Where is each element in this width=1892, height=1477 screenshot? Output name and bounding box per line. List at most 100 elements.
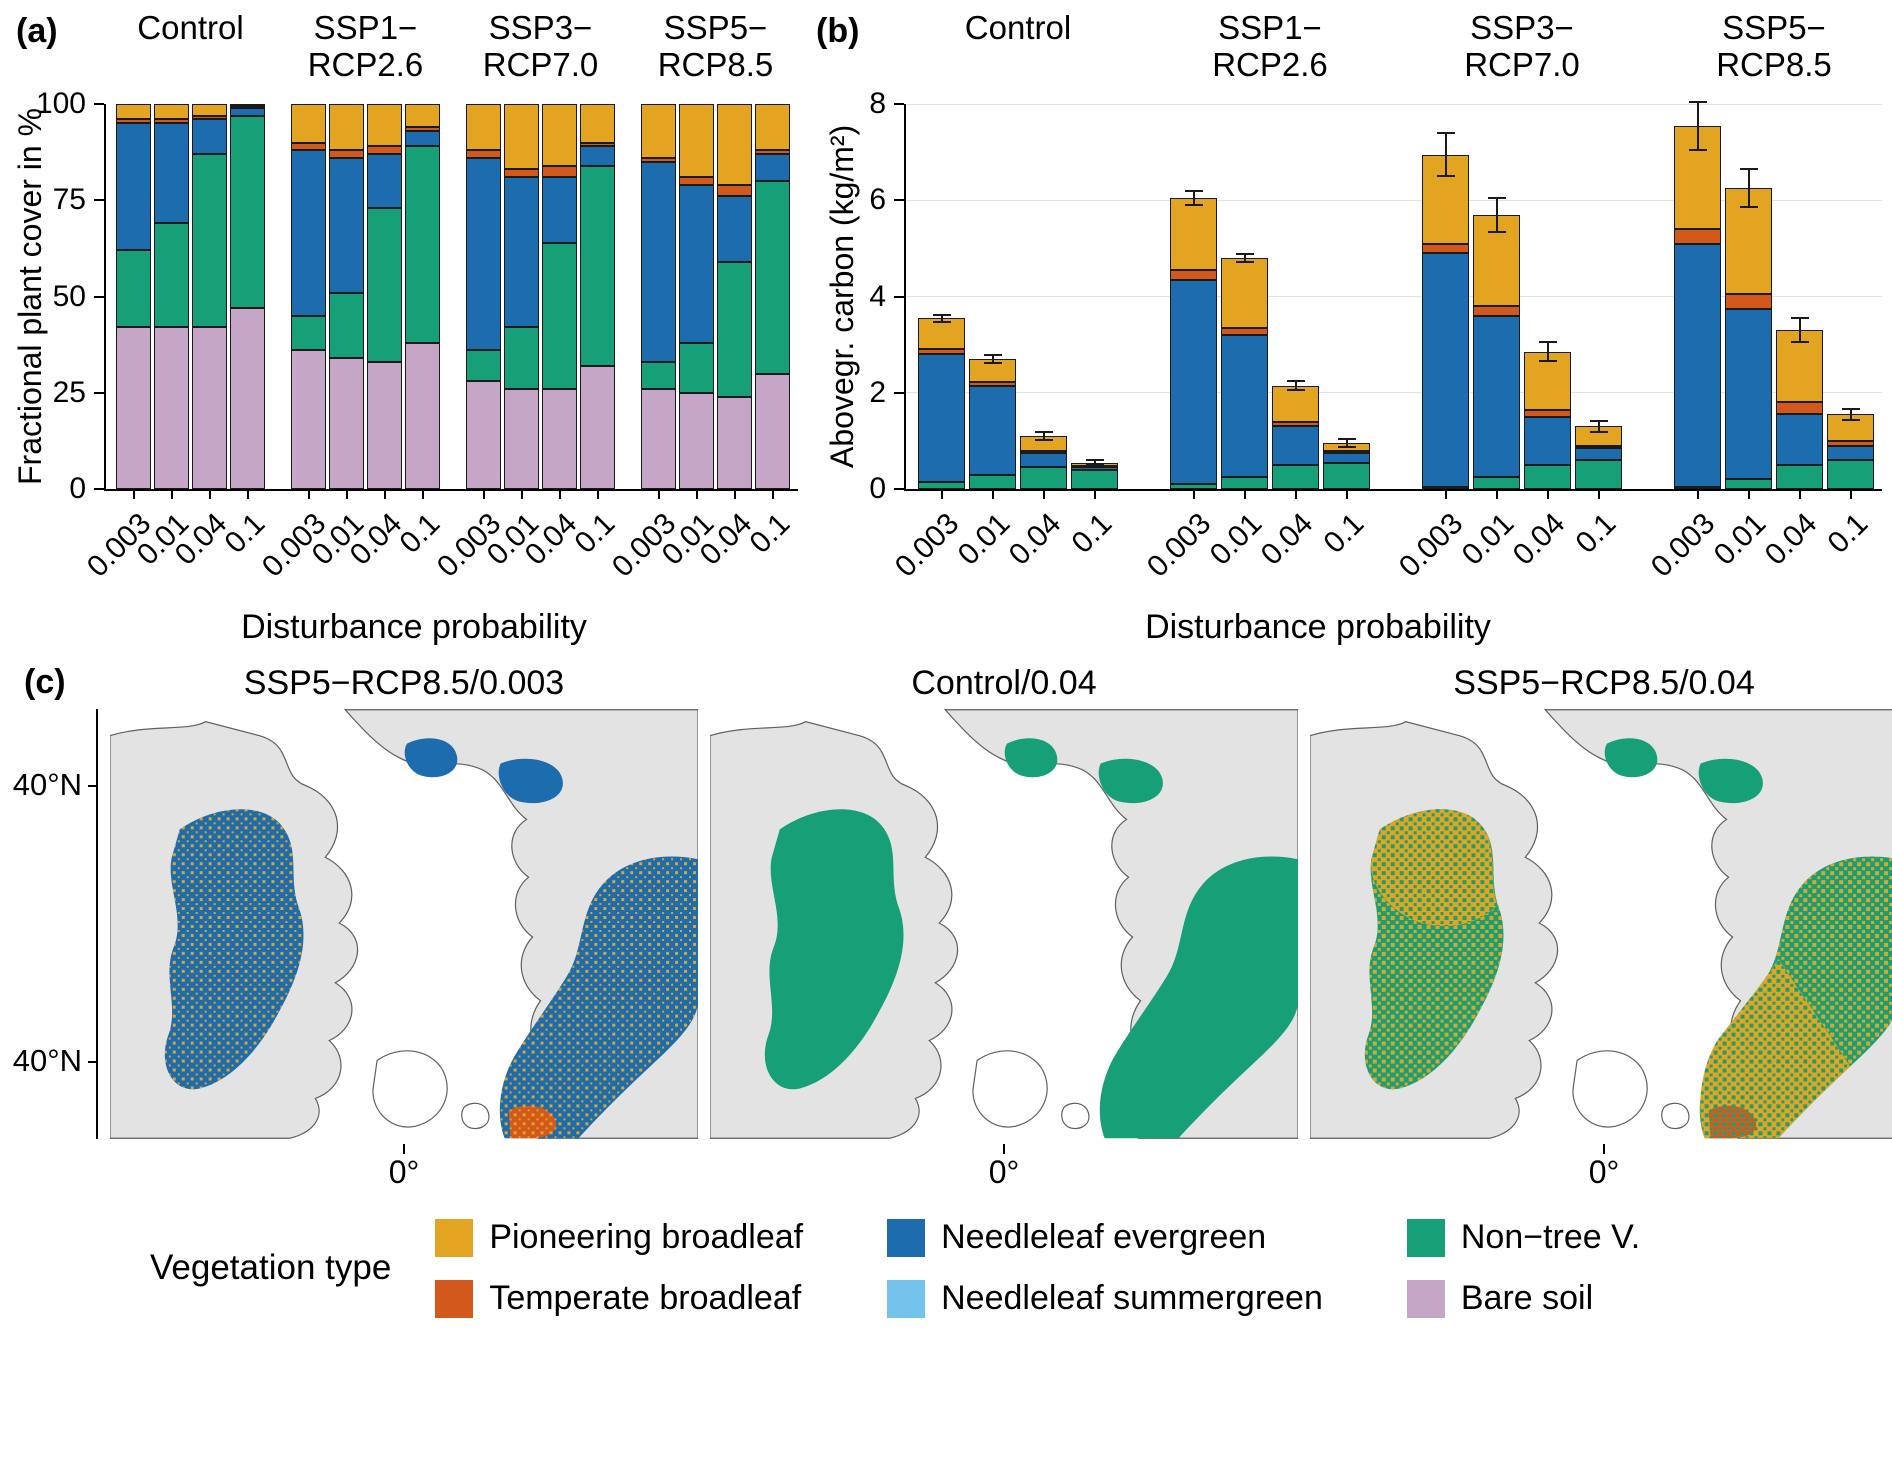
bar-segment-bare_soil [367,361,402,489]
error-bar-cap [1790,341,1809,344]
legend-items: Pioneering broadleaf Temperate broadleaf N… [435,1218,1640,1318]
bar-segment-non_tree_v [918,481,965,489]
x-tick-mark [482,489,485,499]
bar-segment-needleleaf_evergreen [405,130,440,147]
error-bar-cap [1034,438,1053,441]
pioneering_broadleaf-swatch [435,1218,474,1257]
error-bar-cap [1589,419,1608,422]
bar-segment-non_tree_v [192,154,227,328]
bar-segment-pioneering_broadleaf [755,104,790,151]
y-tick-mark [94,391,104,394]
bar-segment-temperate_broadleaf [641,157,676,162]
x-tick-mark [1093,489,1096,499]
legend-item-needleleaf_evergreen: Needleleaf evergreen [887,1218,1323,1257]
error-bar-cap [1538,360,1557,363]
map-ice-island [972,1050,1048,1128]
legend-item-temperate_broadleaf: Temperate broadleaf [435,1279,803,1318]
legend-label: Needleleaf evergreen [941,1218,1267,1256]
error-bar [991,355,994,363]
bar-segment-needleleaf_evergreen [116,123,151,251]
bar-segment-non_tree_v [1020,467,1067,489]
group-title: SSP5− RCP8.5 [1716,9,1832,83]
vegetation-maps-row: 40°N 40°N SSP5−RCP8.5/0.003 0° Control/0.04 0… [0,661,1892,1190]
x-tick-label: 0.04 [1254,507,1319,572]
bar-segment-pioneering_broadleaf [1170,197,1217,271]
bar-segment-pioneering_broadleaf [192,104,227,116]
error-bar [1093,460,1096,465]
map-region-non_tree_v [1698,758,1763,804]
map-x-tick-mark [403,1144,405,1154]
x-tick-mark [1192,489,1195,499]
x-tick-mark [771,489,774,499]
x-tick-mark [246,489,249,499]
map-x-tick-mark [1603,1144,1605,1154]
bar-segment-non_tree_v [230,115,265,309]
x-tick-mark [1345,489,1348,499]
bar-segment-needleleaf_evergreen [504,177,539,328]
map-x-tick-label: 0° [1588,1154,1620,1190]
panel-b: (b) Abovegr. carbon (kg/m²) 0 2 4 6 8 Control… [800,4,1892,647]
bar-segment-non_tree_v [116,250,151,328]
y-tick-mark [94,199,104,202]
bar-segment-non_tree_v [1725,479,1772,489]
legend-label: Bare soil [1460,1279,1594,1317]
map-x-tick: 0° [710,1144,1298,1190]
error-bar-cap [1184,189,1203,192]
bar-segment-pioneering_broadleaf [230,104,265,106]
legend-item-non_tree_v: Non−tree V. [1406,1218,1640,1257]
legend-item-bare_soil: Bare soil [1406,1279,1640,1318]
y-tick-label: 0 [69,472,86,505]
x-tick-mark [558,489,561,499]
x-tick-mark [657,489,660,499]
bar-segment-needleleaf_evergreen [542,177,577,243]
bar-segment-bare_soil [154,327,189,489]
x-tick-mark [1747,489,1750,499]
error-bar-cap [983,361,1002,364]
bar-segment-bare_soil [466,381,501,489]
bar-segment-temperate_broadleaf [542,165,577,178]
map-region-non_tree_v [764,809,904,1090]
map-y-tick-mark [88,785,98,787]
x-tick-mark [1042,489,1045,499]
legend-item-pioneering_broadleaf: Pioneering broadleaf [435,1218,803,1257]
bar-segment-needleleaf_evergreen [580,146,615,166]
y-tick-mark [94,295,104,298]
x-axis-line [104,489,798,491]
error-bar-cap [1739,167,1758,170]
error-bar-cap [1085,459,1104,462]
x-tick-label: 0.01 [1707,507,1772,572]
bar-segment-needleleaf_evergreen [329,157,364,293]
bar-segment-needleleaf_evergreen [1221,335,1268,477]
bar-segment-temperate_broadleaf [755,150,790,155]
error-bar-cap [1337,446,1356,449]
x-tick-mark [1294,489,1297,499]
bar-segment-non_tree_v [1422,486,1469,489]
bar-segment-pioneering_broadleaf [580,104,615,143]
group-title: Control [137,9,244,46]
x-tick-mark [695,489,698,499]
map-y-axis-line [96,709,98,1139]
y-tick-label: 6 [869,183,886,217]
error-bar [1696,101,1699,150]
bar-segment-bare_soil [192,327,227,489]
group-title: SSP3− RCP7.0 [1464,9,1580,83]
bar-segment-needleleaf_evergreen [755,154,790,181]
error-bar [1444,132,1447,177]
error-bar-cap [1235,260,1254,263]
bar-segment-needleleaf_evergreen [1323,452,1370,463]
group-title: Control [964,9,1072,46]
legend-item-needleleaf_summergreen: Needleleaf summergreen [887,1279,1323,1318]
map-region-non_tree_v [1604,738,1658,778]
bar-segment-non_tree_v [542,242,577,389]
x-tick-label: 0.01 [1203,507,1268,572]
bar-segment-temperate_broadleaf [918,349,965,355]
grid-line [904,199,1882,201]
map-ice-island [461,1102,490,1130]
y-tick-mark [894,391,904,394]
bar-segment-temperate_broadleaf [405,127,440,131]
panel-c: (c) 40°N 40°N SSP5−RCP8.5/0.003 0° Control/0… [0,661,1892,1318]
error-bar-cap [1235,253,1254,256]
bar-segment-pioneering_broadleaf [405,104,440,128]
x-tick-mark [170,489,173,499]
bar-segment-pioneering_broadleaf [641,104,676,158]
